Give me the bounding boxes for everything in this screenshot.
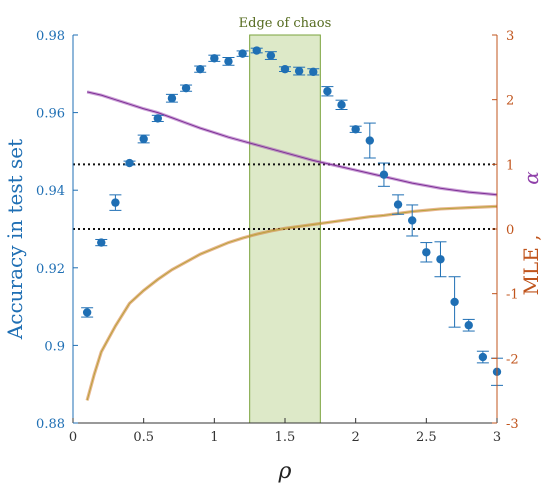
accuracy-marker [379,170,389,179]
accuracy-marker [422,248,431,257]
y-left-tick-label: 0.92 [36,262,65,277]
y-left-tick-label: 0.98 [36,29,65,44]
accuracy-point [349,125,362,134]
x-tick-label: 0.5 [133,430,154,445]
accuracy-marker [351,125,360,134]
y-axis-label-right-alpha: α [519,171,543,185]
accuracy-marker [393,200,403,209]
accuracy-point [250,46,263,55]
accuracy-point [208,54,221,63]
y-right-tick-label: -1 [506,288,519,303]
x-tick-label: 2.5 [416,430,437,445]
accuracy-marker [408,216,417,225]
accuracy-marker [450,297,459,307]
y-left-tick-label: 0.9 [44,339,65,354]
y-right-tick-label: 3 [506,29,514,44]
accuracy-point [321,86,334,97]
mle-line [86,205,498,401]
accuracy-point [279,64,291,74]
y-left-tick-label: 0.88 [36,417,65,432]
accuracy-point [307,67,320,77]
accuracy-marker [280,64,290,74]
accuracy-marker [153,114,162,123]
accuracy-marker [196,64,205,74]
accuracy-marker [252,46,261,55]
accuracy-marker [464,321,473,330]
accuracy-point [236,49,249,58]
y-right-tick-label: 0 [506,223,514,238]
accuracy-point [180,83,193,93]
accuracy-marker [294,66,304,76]
y-right-tick-label: -2 [506,352,519,367]
accuracy-point [420,242,433,263]
x-tick-label: 3 [493,430,501,445]
alpha-series [86,90,498,197]
accuracy-marker [97,238,106,247]
mle-series [85,204,498,401]
x-tick-label: 2 [352,430,360,445]
accuracy-marker [436,255,445,264]
accuracy-point [264,51,277,60]
accuracy-point [151,114,164,123]
accuracy-point [137,134,150,144]
accuracy-point [462,318,475,332]
accuracy-series [81,46,503,386]
accuracy-marker [167,94,177,103]
x-tick-label: 1.5 [275,430,296,445]
accuracy-point [109,194,122,211]
accuracy-point [406,204,419,237]
tick-labels: 0 0.5 1 1.5 2 2.5 3 0.88 0.9 0.92 0.94 0.96 0.98 -3 -2… [36,29,519,445]
accuracy-point [293,66,306,76]
accuracy-marker [139,134,148,144]
accuracy-point [335,99,348,110]
accuracy-point [448,276,461,328]
y-axis-label-left: Accuracy in test set [3,139,27,340]
y-right-tick-label: -3 [506,417,519,432]
accuracy-point [165,93,178,103]
accuracy-marker [323,87,332,96]
accuracy-marker [111,198,120,207]
accuracy-marker [82,308,92,317]
y-right-tick-label: 2 [506,94,514,109]
y-axis-label-right-mle: MLE , [519,234,543,295]
accuracy-marker [478,352,488,362]
accuracy-point [476,350,489,364]
x-tick-label: 1 [210,430,218,445]
accuracy-point [363,122,376,159]
accuracy-marker [266,51,276,60]
y-left-tick-label: 0.96 [36,107,65,122]
accuracy-point [123,158,136,168]
accuracy-marker [365,136,374,145]
accuracy-marker [210,54,219,63]
accuracy-point [194,64,207,74]
alpha-line [87,91,498,196]
accuracy-marker [224,57,233,66]
accuracy-point [434,241,447,278]
accuracy-point [95,238,108,247]
x-axis-label: ρ [278,459,292,484]
accuracy-marker [125,158,134,168]
accuracy-point [222,57,235,66]
x-tick-label: 0 [69,430,77,445]
accuracy-point [392,194,405,215]
accuracy-point [81,307,94,318]
accuracy-marker [309,67,318,77]
y-left-tick-label: 0.94 [36,184,65,199]
edge-of-chaos-label: Edge of chaos [239,16,332,31]
accuracy-marker [181,83,191,93]
accuracy-marker [337,100,346,110]
y-right-tick-label: 1 [506,158,514,173]
accuracy-marker [238,49,247,58]
accuracy-point [377,162,390,187]
